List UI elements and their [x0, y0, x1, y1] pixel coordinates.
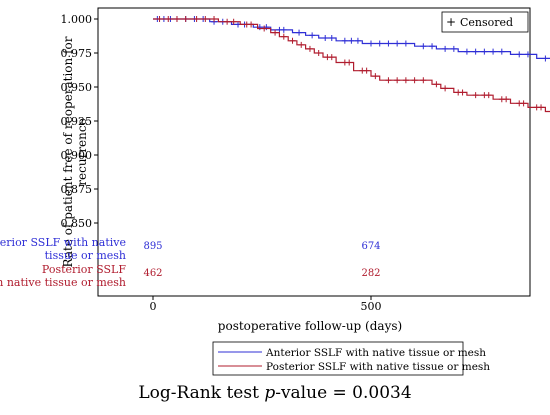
censor-mark-anterior [463, 48, 470, 55]
censored-legend-label: Censored [460, 16, 513, 29]
legend-label-posterior: Posterior SSLF with native tissue or mes… [266, 361, 490, 373]
censor-mark-posterior [363, 67, 370, 74]
censor-mark-posterior [173, 16, 180, 22]
censor-mark-anterior [354, 37, 361, 44]
plot-frame [97, 7, 531, 297]
series-legend-box [212, 341, 464, 376]
risk-count-anterior: 674 [361, 241, 380, 252]
x-axis-label: postoperative follow-up (days) [218, 319, 402, 333]
censor-mark-posterior [193, 16, 200, 22]
risk-row-label-anterior: tissue or mesh [45, 249, 126, 262]
footnote-prefix: Log-Rank test [138, 383, 265, 403]
risk-count-posterior: 462 [143, 268, 162, 279]
censor-mark-posterior [248, 21, 255, 28]
censor-mark-posterior [211, 16, 218, 22]
y-tick-label: 0.925 [61, 115, 93, 128]
censor-mark-posterior [272, 29, 279, 36]
censor-mark-posterior [433, 81, 440, 88]
censor-mark-posterior [261, 25, 268, 32]
censor-mark-posterior [315, 50, 322, 56]
footnote-p: p [264, 383, 276, 403]
risk-row-label-posterior: with native tissue or mesh [0, 276, 126, 289]
censored-legend-box [441, 11, 529, 33]
censored-legend-marker: + [446, 15, 456, 29]
censor-mark-anterior [516, 51, 523, 58]
censor-mark-posterior [280, 33, 287, 40]
censor-mark-anterior [394, 40, 401, 47]
y-axis-label-line1: Rate of patient free of reoperation for [61, 36, 75, 267]
censor-mark-anterior [490, 48, 497, 55]
censor-mark-posterior [411, 77, 418, 84]
censor-mark-posterior [328, 54, 335, 61]
x-tick-label: 500 [361, 300, 382, 313]
series-legend: Anterior SSLF with native tissue or mesh… [212, 341, 490, 376]
legend-label-anterior: Anterior SSLF with native tissue or mesh [265, 347, 486, 359]
footnote-suffix: -value = 0.0034 [275, 383, 412, 403]
y-tick-label: 0.850 [61, 217, 93, 230]
censored-legend: + Censored [441, 11, 529, 33]
y-tick-label: 1.000 [61, 13, 93, 26]
risk-row-label-anterior: Anterior SSLF with native [0, 236, 126, 249]
censor-mark-posterior [520, 100, 527, 107]
censor-mark-anterior [328, 35, 335, 42]
risk-row-label-posterior: Posterior SSLF [42, 263, 126, 276]
censor-mark-anterior [296, 29, 303, 36]
censor-mark-posterior [289, 37, 296, 44]
censor-mark-anterior [498, 48, 505, 55]
censor-mark-posterior [346, 59, 353, 66]
censor-mark-posterior [385, 77, 392, 84]
censor-mark-posterior [472, 92, 479, 99]
censor-mark-anterior [472, 48, 479, 55]
censor-mark-posterior [442, 85, 449, 92]
censor-mark-posterior [420, 77, 427, 84]
censor-mark-posterior [394, 77, 401, 84]
censor-mark-posterior [298, 41, 305, 48]
survival-curve-anterior [153, 18, 550, 59]
censor-mark-posterior [182, 16, 189, 22]
censor-mark-anterior [348, 37, 355, 44]
censor-mark-posterior [224, 18, 231, 25]
censor-mark-anterior [481, 48, 488, 55]
y-tick-label: 0.875 [61, 183, 93, 196]
censor-mark-posterior [485, 92, 492, 99]
survival-curves [153, 16, 550, 113]
log-rank-footnote: Log-Rank test p-value = 0.0034 [0, 383, 550, 403]
censor-mark-anterior [542, 55, 549, 62]
censor-mark-anterior [402, 40, 409, 47]
censor-mark-posterior [306, 45, 313, 52]
y-tick-label: 0.975 [61, 47, 93, 60]
censor-mark-posterior [202, 16, 209, 22]
censor-mark-anterior [368, 40, 374, 47]
censor-mark-posterior [459, 89, 466, 96]
censor-mark-posterior [372, 73, 379, 80]
censor-mark-posterior [230, 18, 237, 25]
censor-mark-anterior [341, 37, 348, 44]
censor-mark-anterior [385, 40, 392, 47]
y-tick-label: 0.900 [61, 149, 93, 162]
x-axis-ticks: 050010001500 [150, 296, 382, 313]
censor-mark-posterior [156, 16, 163, 22]
risk-count-posterior: 282 [361, 268, 380, 279]
risk-count-anterior: 895 [143, 241, 162, 252]
y-axis-label-line2: recurrence [75, 118, 89, 185]
survival-curve-posterior [153, 18, 550, 113]
censor-mark-anterior [322, 35, 329, 42]
x-tick-label: 0 [150, 300, 157, 313]
censor-mark-posterior [503, 96, 510, 103]
censor-mark-posterior [402, 77, 409, 84]
censor-mark-anterior [420, 43, 427, 50]
censor-mark-anterior [442, 45, 449, 52]
y-tick-label: 0.950 [61, 81, 93, 94]
censor-mark-anterior [429, 43, 436, 50]
censor-mark-anterior [450, 45, 457, 52]
censor-mark-anterior [376, 40, 383, 47]
censor-mark-anterior [280, 26, 287, 33]
censor-mark-posterior [538, 104, 545, 111]
censor-mark-anterior [524, 51, 531, 58]
censor-mark-posterior [165, 16, 172, 22]
y-axis-ticks: 1.000 0.975 0.950 0.925 0.900 0.875 0.850 [61, 13, 98, 230]
censor-mark-anterior [309, 32, 316, 39]
